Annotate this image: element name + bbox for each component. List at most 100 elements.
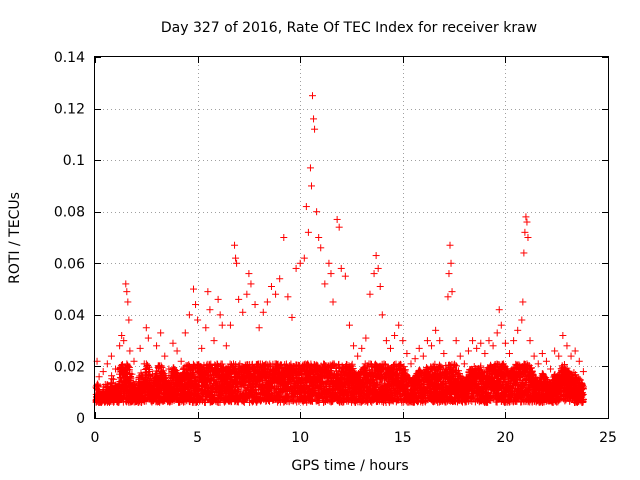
data-point-marker <box>103 360 111 368</box>
data-point-marker <box>538 350 546 358</box>
data-point-marker <box>495 306 503 314</box>
data-point-marker <box>216 311 224 319</box>
data-point-marker <box>524 234 532 241</box>
x-tick-label: 5 <box>193 430 202 446</box>
data-point-marker <box>302 203 310 211</box>
data-point-marker <box>469 337 477 345</box>
data-point-marker <box>210 337 218 345</box>
data-point-marker <box>95 373 103 381</box>
data-point-marker <box>534 360 542 368</box>
data-point-marker <box>374 264 382 272</box>
data-point-marker <box>547 365 555 373</box>
data-point-marker <box>575 357 583 365</box>
y-tick-label: 0.06 <box>54 256 85 272</box>
data-point-marker <box>169 339 177 347</box>
data-point-marker <box>235 295 243 303</box>
data-point-marker <box>341 272 349 280</box>
data-point-marker <box>181 329 189 337</box>
x-tick-label: 15 <box>394 430 412 446</box>
y-tick-label: 0 <box>76 411 85 427</box>
data-point-marker <box>304 228 312 236</box>
data-point-marker <box>124 298 132 306</box>
data-point-marker <box>130 357 138 365</box>
data-point-marker <box>407 360 415 368</box>
data-point-marker <box>309 92 317 100</box>
data-point-marker <box>284 293 292 301</box>
data-point-marker <box>526 337 534 345</box>
chart-title: Day 327 of 2016, Rate Of TEC Index for r… <box>161 20 537 36</box>
data-point-marker <box>452 337 460 345</box>
data-point-marker <box>311 125 319 133</box>
data-point-marker <box>307 182 315 190</box>
data-point-marker <box>464 347 472 355</box>
data-point-marker <box>555 352 563 360</box>
data-point-marker <box>232 254 240 262</box>
data-point-marker <box>99 368 107 376</box>
data-point-marker <box>518 316 526 324</box>
data-point-marker <box>530 352 538 360</box>
data-point-marker <box>444 293 452 301</box>
data-point-marker <box>370 270 378 278</box>
y-tick-label: 0.08 <box>54 205 85 221</box>
data-point-marker <box>563 342 571 350</box>
data-point-marker <box>280 234 288 241</box>
data-point-marker <box>519 298 527 306</box>
data-point-marker <box>124 362 132 370</box>
data-point-marker <box>403 350 411 358</box>
data-point-marker <box>493 329 501 337</box>
data-point-marker <box>122 280 130 288</box>
data-point-marker <box>559 331 567 339</box>
data-point-marker <box>192 301 200 309</box>
data-point-marker <box>571 347 579 355</box>
data-point-marker <box>521 228 529 236</box>
data-point-marker <box>327 270 335 278</box>
data-point-marker <box>300 254 308 262</box>
data-point-marker <box>206 306 214 314</box>
data-point-marker <box>436 337 444 345</box>
data-point-marker <box>231 241 239 249</box>
data-point-marker <box>473 344 481 352</box>
x-tick-label: 25 <box>599 430 617 446</box>
data-point-marker <box>317 244 325 252</box>
y-tick-label: 0.1 <box>63 153 85 169</box>
data-point-marker <box>551 347 559 355</box>
data-point-marker <box>288 313 296 321</box>
data-point-marker <box>333 215 341 223</box>
data-point-marker <box>399 337 407 345</box>
data-point-marker <box>386 344 394 352</box>
data-point-marker <box>177 357 185 365</box>
data-point-marker <box>218 321 226 329</box>
y-tick-label: 0.14 <box>54 50 85 66</box>
data-point-marker <box>276 275 284 283</box>
data-point-marker <box>263 298 271 306</box>
data-point-marker <box>446 241 454 249</box>
data-point-marker <box>415 344 423 352</box>
data-point-marker <box>395 321 403 329</box>
data-point-marker <box>485 337 493 345</box>
data-point-marker <box>107 352 115 360</box>
data-point-marker <box>118 331 126 339</box>
data-point-marker <box>362 334 370 342</box>
y-tick-label: 0.02 <box>54 359 85 375</box>
data-point-marker <box>372 252 380 260</box>
data-point-marker <box>310 115 318 123</box>
data-point-marker <box>157 329 165 337</box>
y-tick-label: 0.04 <box>54 308 85 324</box>
data-point-marker <box>247 280 255 288</box>
data-point-marker <box>411 355 419 363</box>
data-point-marker <box>272 290 280 298</box>
data-point-marker <box>194 316 202 324</box>
data-point-marker <box>447 259 455 267</box>
data-point-marker <box>345 321 353 329</box>
data-point-marker <box>325 259 333 267</box>
data-point-marker <box>497 321 505 329</box>
data-point-marker <box>460 360 468 368</box>
data-point-marker <box>222 342 230 350</box>
data-point-marker <box>456 352 464 360</box>
data-point-marker <box>296 259 304 267</box>
data-point-marker <box>523 218 531 226</box>
data-point-marker <box>116 342 124 350</box>
data-point-marker <box>329 298 337 306</box>
